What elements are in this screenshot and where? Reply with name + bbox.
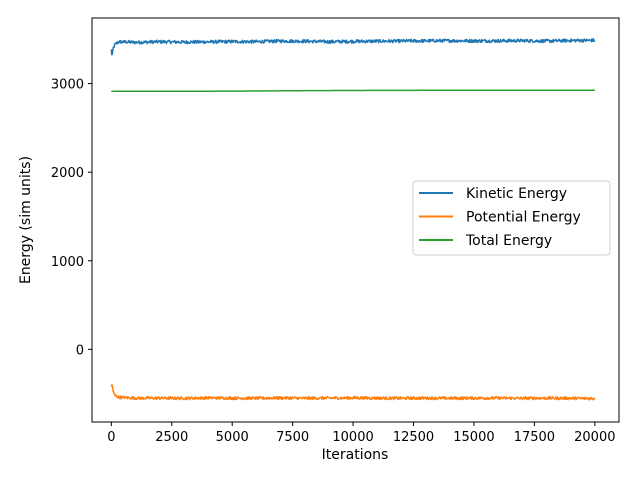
y-tick-label-2: 2000 bbox=[51, 166, 84, 181]
x-axis: 0 2500 5000 7500 10000 12500 15000 17500 20000 bbox=[107, 422, 616, 445]
x-tick-label-1: 2500 bbox=[155, 430, 188, 445]
legend: Kinetic Energy Potential Energy Total Ener… bbox=[412, 180, 611, 256]
y-axis: 0 1000 2000 3000 bbox=[51, 78, 92, 358]
x-tick-label-4: 10000 bbox=[332, 430, 373, 445]
x-tick-label-8: 20000 bbox=[574, 430, 615, 445]
legend-label-0: Kinetic Energy bbox=[466, 186, 567, 202]
x-tick-label-7: 17500 bbox=[514, 430, 555, 445]
x-tick-label-3: 7500 bbox=[276, 430, 309, 445]
plot-frame bbox=[91, 17, 620, 423]
series-layer bbox=[110, 38, 596, 401]
x-tick-label-6: 15000 bbox=[453, 430, 494, 445]
x-axis-label: Iterations bbox=[322, 447, 389, 463]
legend-label-2: Total Energy bbox=[465, 233, 552, 249]
legend-box bbox=[412, 180, 611, 256]
x-tick-label-5: 12500 bbox=[393, 430, 434, 445]
y-axis-label: Energy (sim units) bbox=[18, 156, 34, 284]
x-tick-label-2: 5000 bbox=[216, 430, 249, 445]
x-tick-label-0: 0 bbox=[107, 430, 115, 445]
y-tick-label-0: 0 bbox=[76, 343, 84, 358]
series-line-0 bbox=[110, 38, 596, 56]
legend-label-1: Potential Energy bbox=[466, 210, 581, 226]
y-tick-label-3: 3000 bbox=[51, 78, 84, 93]
series-line-2 bbox=[111, 89, 595, 93]
series-line-1 bbox=[110, 384, 596, 401]
y-tick-label-1: 1000 bbox=[51, 255, 84, 270]
